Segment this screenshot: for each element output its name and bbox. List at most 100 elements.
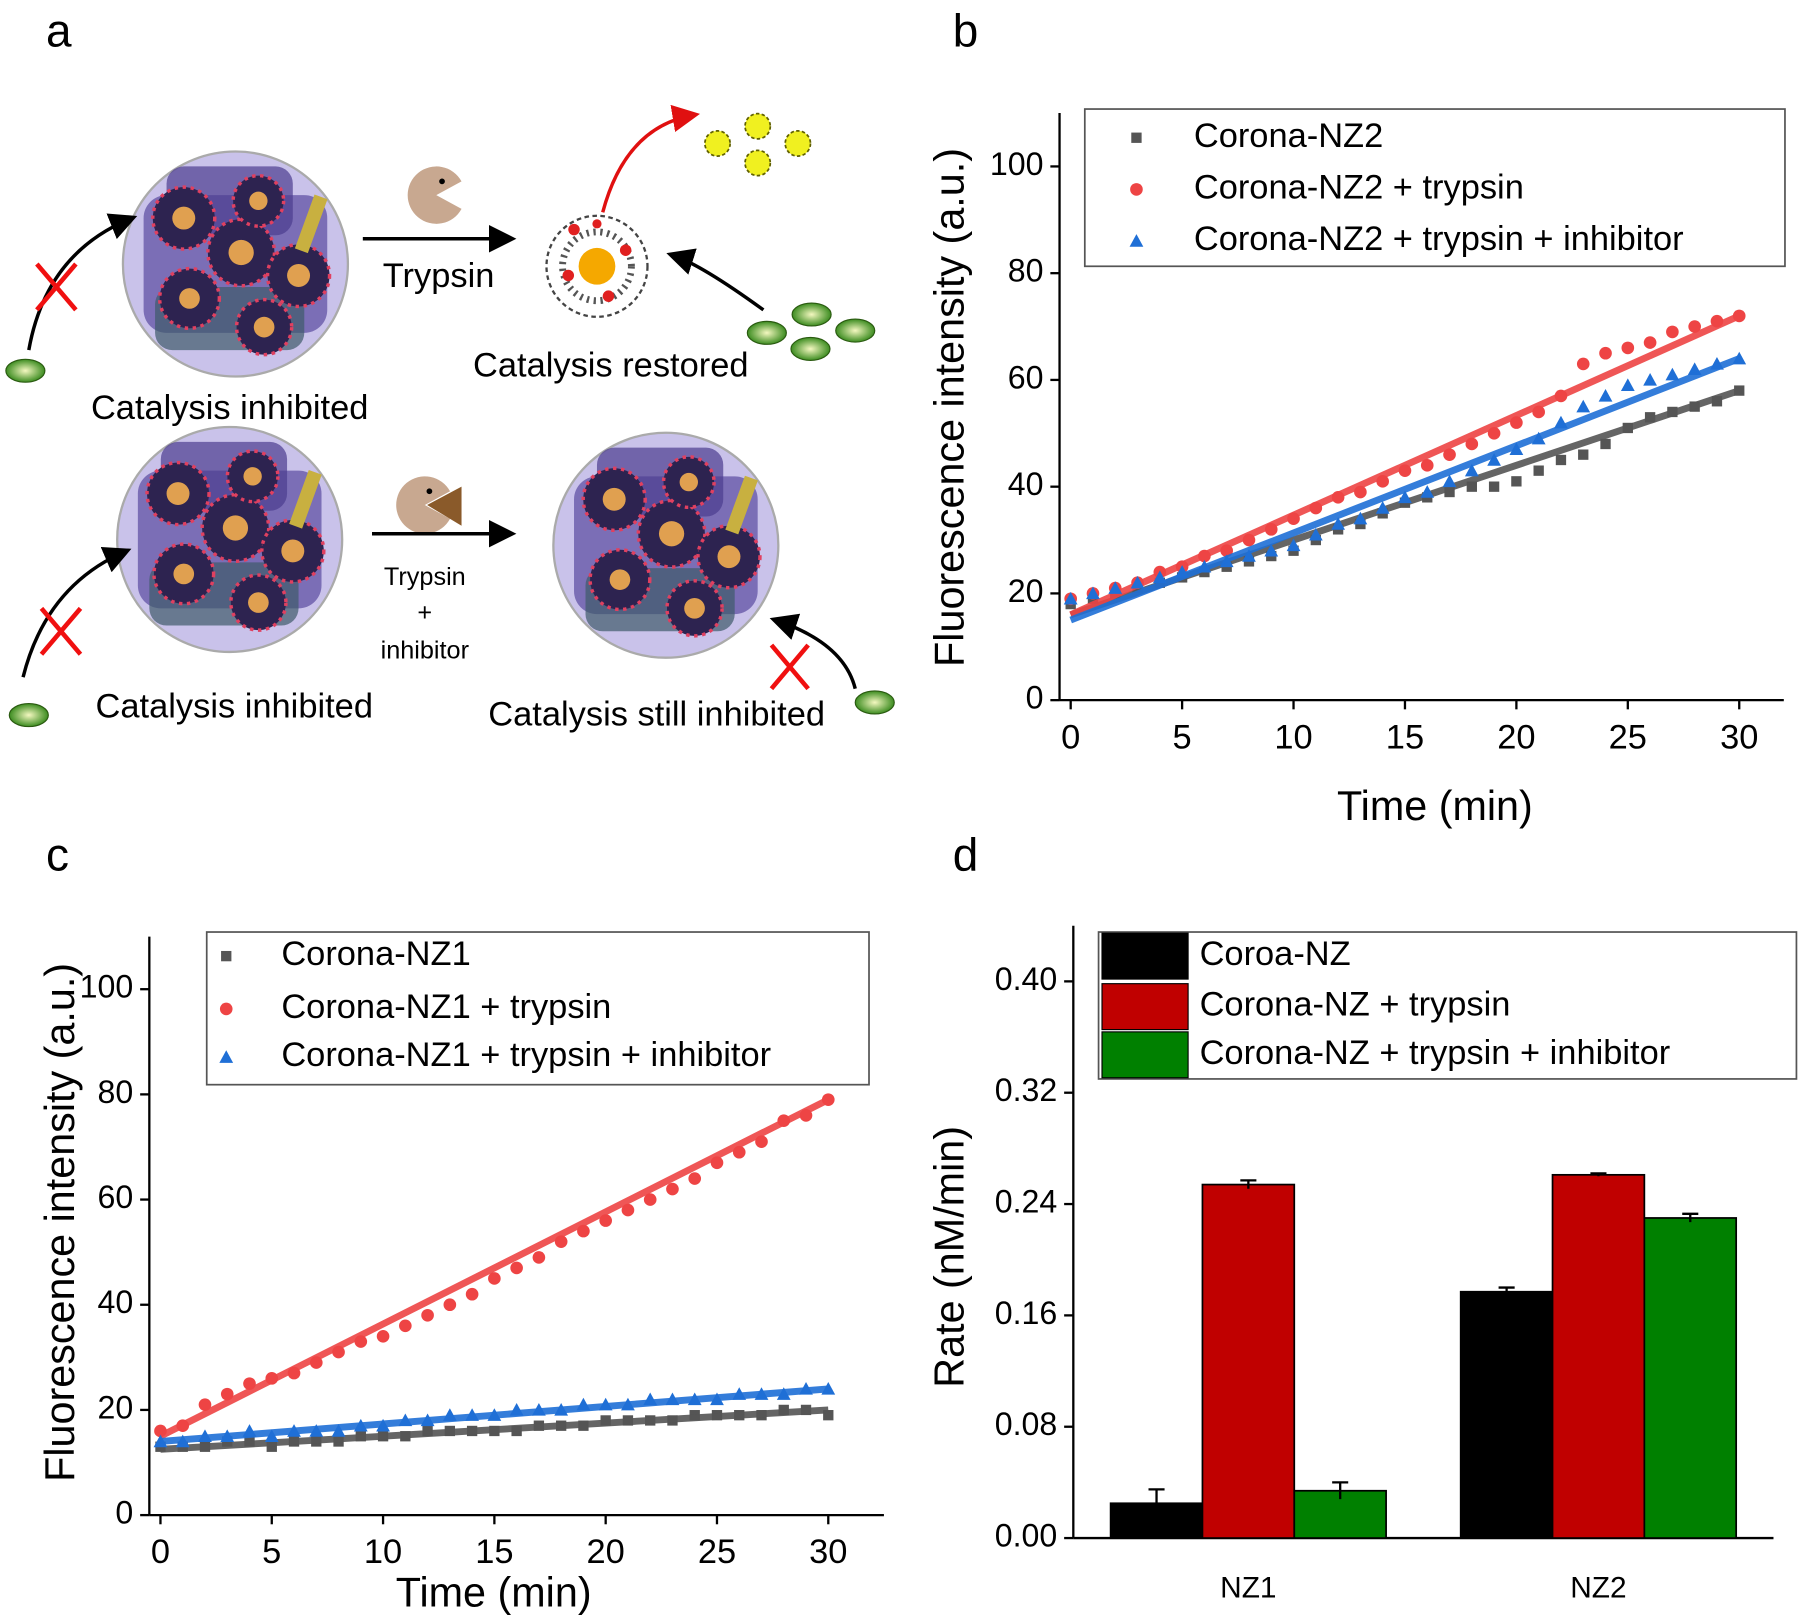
x-axis-title: Time (min) <box>396 1569 592 1615</box>
marker <box>1688 320 1701 333</box>
caption: Catalysis still inhibited <box>488 695 825 733</box>
marker <box>465 1287 479 1301</box>
bar <box>1293 1489 1387 1539</box>
arrow-label: inhibitor <box>381 637 469 665</box>
marker <box>1578 449 1589 460</box>
legend-label: Corona-NZ2 + trypsin + inhibitor <box>1194 220 1684 258</box>
y-tick-label: 0.00 <box>995 1518 1058 1554</box>
marker <box>1643 373 1657 386</box>
fit-line <box>1069 312 1741 618</box>
y-tick-label: 80 <box>98 1074 134 1110</box>
y-tick-label: 60 <box>98 1179 134 1215</box>
marker <box>1130 183 1143 196</box>
marker <box>1152 570 1167 584</box>
y-tick-label: 0.16 <box>995 1295 1058 1331</box>
legend-label: Corona-NZ2 + trypsin <box>1194 168 1524 206</box>
marker <box>1264 543 1279 557</box>
error-bar <box>1332 1481 1349 1500</box>
x-tick-label: 10 <box>364 1533 402 1571</box>
x-tick-label: NZ2 <box>1570 1572 1626 1605</box>
y-tick-label: 0.40 <box>995 961 1058 997</box>
y-tick-label: 80 <box>1008 253 1044 289</box>
marker <box>219 1002 233 1016</box>
bar <box>1459 1290 1554 1539</box>
arrow-label: Trypsin <box>383 257 495 295</box>
restored-nanozyme <box>545 214 649 318</box>
marker <box>1398 490 1412 504</box>
marker <box>219 1050 234 1063</box>
marker <box>1576 357 1590 371</box>
marker <box>421 1308 434 1322</box>
x-tick-label: 5 <box>1173 718 1192 756</box>
x-tick-label: 5 <box>262 1533 281 1571</box>
legend-label: Corona-NZ2 <box>1194 117 1383 155</box>
y-axis-title: Rate (nM/min) <box>927 1126 973 1388</box>
marker <box>1620 378 1635 392</box>
marker <box>1420 459 1434 472</box>
marker <box>621 1203 635 1217</box>
marker <box>1598 389 1613 402</box>
arrow-label: Trypsin <box>384 563 466 591</box>
marker <box>1599 346 1612 360</box>
x-axis-title: Time (min) <box>1337 783 1533 829</box>
fit-line <box>160 1406 829 1453</box>
marker <box>1331 517 1345 530</box>
arrows <box>21 104 857 690</box>
marker <box>1665 367 1680 381</box>
marker <box>1464 463 1479 477</box>
marker <box>1621 341 1635 355</box>
fit-line <box>1069 355 1741 624</box>
y-tick-label: 20 <box>1008 573 1044 609</box>
marker <box>1286 538 1301 552</box>
y-tick-label: 60 <box>1008 359 1044 395</box>
x-tick-label: 30 <box>1720 718 1758 756</box>
y-tick-label: 0.08 <box>995 1406 1058 1442</box>
x-tick-label: 25 <box>698 1533 736 1571</box>
marker <box>1242 549 1256 562</box>
inhibited-nanozyme <box>551 431 781 660</box>
marker <box>510 1261 523 1275</box>
error-bar <box>1148 1488 1165 1518</box>
panel-label: b <box>953 5 979 57</box>
marker <box>1576 399 1591 413</box>
y-tick-label: 20 <box>98 1389 134 1425</box>
products <box>704 112 812 177</box>
y-tick-label: 0.24 <box>995 1184 1058 1220</box>
marker <box>1511 476 1522 487</box>
marker <box>1488 481 1500 492</box>
legend-box <box>1097 931 1798 1080</box>
y-axis-title: Fluorescence intensity (a.u.) <box>37 963 83 1482</box>
marker <box>1444 486 1455 498</box>
y-tick-label: 0 <box>115 1495 133 1531</box>
legend-label: Corona-NZ1 <box>281 935 470 973</box>
caption: Catalysis inhibited <box>91 389 368 427</box>
legend-swatch <box>1101 983 1189 1031</box>
error-bar <box>1682 1212 1699 1223</box>
marker <box>1555 454 1567 466</box>
legend-label: Corona-NZ1 + trypsin <box>281 988 611 1026</box>
marker <box>198 1398 212 1411</box>
fit-line <box>158 1096 830 1440</box>
marker <box>1353 511 1368 525</box>
legend-label: Corona-NZ1 + trypsin + inhibitor <box>281 1036 771 1074</box>
marker <box>1442 474 1457 488</box>
bar <box>1551 1173 1646 1539</box>
caption: Catalysis inhibited <box>96 687 373 725</box>
marker <box>488 1272 501 1285</box>
marker <box>1487 453 1501 466</box>
panel-label: d <box>953 829 979 881</box>
y-tick-label: 100 <box>80 969 134 1005</box>
marker <box>1466 481 1477 492</box>
panel-label: c <box>46 829 69 881</box>
legend-label: Coroa-NZ <box>1200 935 1351 973</box>
marker <box>1465 437 1479 451</box>
marker <box>1600 438 1611 450</box>
marker <box>1443 448 1456 461</box>
marker <box>1108 581 1123 594</box>
trypsin-icon <box>396 166 462 534</box>
marker <box>1129 234 1144 247</box>
panel-label: a <box>46 5 72 57</box>
marker <box>666 1182 679 1196</box>
marker <box>376 1329 390 1343</box>
